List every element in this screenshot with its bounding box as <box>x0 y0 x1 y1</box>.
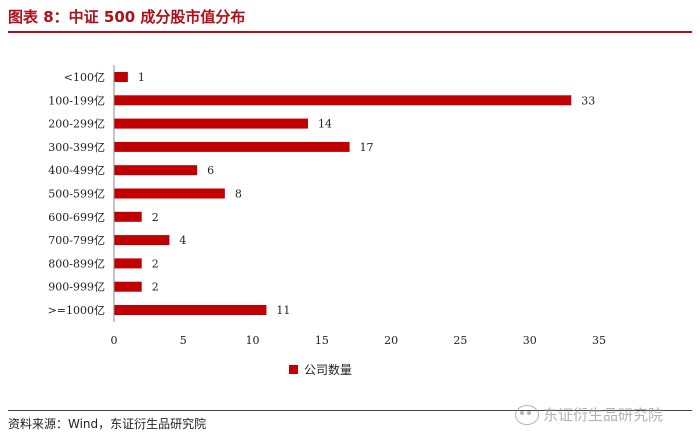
category-label: 600-699亿 <box>48 211 105 224</box>
x-tick-label: 30 <box>523 334 537 347</box>
category-label: 900-999亿 <box>48 281 105 294</box>
value-label: 8 <box>235 188 242 201</box>
legend-label: 公司数量 <box>304 363 353 377</box>
value-label: 1 <box>138 71 145 84</box>
x-tick-label: 5 <box>180 334 187 347</box>
category-label: <100亿 <box>64 71 105 84</box>
category-label: 200-299亿 <box>48 118 105 131</box>
x-tick-label: 20 <box>384 334 398 347</box>
value-label: 11 <box>276 304 290 317</box>
legend-swatch <box>289 365 298 374</box>
bar <box>114 141 350 152</box>
value-labels: 1 33 14 17 6 8 2 4 2 2 11 <box>138 71 595 317</box>
x-tick-label: 25 <box>453 334 467 347</box>
source-note: 资料来源：Wind，东证衍生品研究院 <box>8 417 207 431</box>
legend: 公司数量 <box>289 361 352 378</box>
bars-layer <box>114 72 572 315</box>
bar <box>114 188 225 199</box>
bar <box>114 235 170 246</box>
value-label: 33 <box>581 94 595 107</box>
chart-title: 图表 8：中证 500 成分股市值分布 <box>8 8 246 26</box>
x-tick-label: 0 <box>111 334 118 347</box>
x-tick-label: 10 <box>246 334 260 347</box>
watermark: 东证衍生品研究院 <box>515 404 663 425</box>
x-tick-label: 15 <box>315 334 329 347</box>
bar <box>114 258 142 269</box>
category-label: 700-799亿 <box>48 234 105 247</box>
bar <box>114 281 142 292</box>
value-label: 6 <box>207 164 214 177</box>
bar <box>114 95 572 106</box>
category-label: 300-399亿 <box>48 141 105 154</box>
value-label: 4 <box>179 234 186 247</box>
bar <box>114 118 308 129</box>
category-labels: <100亿 100-199亿 200-299亿 300-399亿 400-499亿 500… <box>48 71 105 317</box>
value-label: 14 <box>318 118 332 131</box>
bar <box>114 165 198 176</box>
value-label: 2 <box>152 211 159 224</box>
value-label: 2 <box>152 281 159 294</box>
bar <box>114 72 128 82</box>
category-label: 500-599亿 <box>48 188 105 201</box>
footer-divider <box>8 410 692 411</box>
title-underline <box>8 31 692 33</box>
watermark-text: 东证衍生品研究院 <box>543 406 664 424</box>
category-label: 100-199亿 <box>48 94 105 107</box>
bar <box>114 211 142 222</box>
category-label: 400-499亿 <box>48 164 105 177</box>
bar <box>114 305 267 315</box>
x-tick-labels: 0 5 10 15 20 25 30 35 <box>111 334 607 347</box>
value-label: 17 <box>360 141 374 154</box>
category-label: >=1000亿 <box>48 304 105 317</box>
value-label: 2 <box>152 257 159 270</box>
wechat-icon <box>515 404 539 425</box>
category-label: 800-899亿 <box>48 257 105 270</box>
x-tick-label: 35 <box>592 334 606 347</box>
